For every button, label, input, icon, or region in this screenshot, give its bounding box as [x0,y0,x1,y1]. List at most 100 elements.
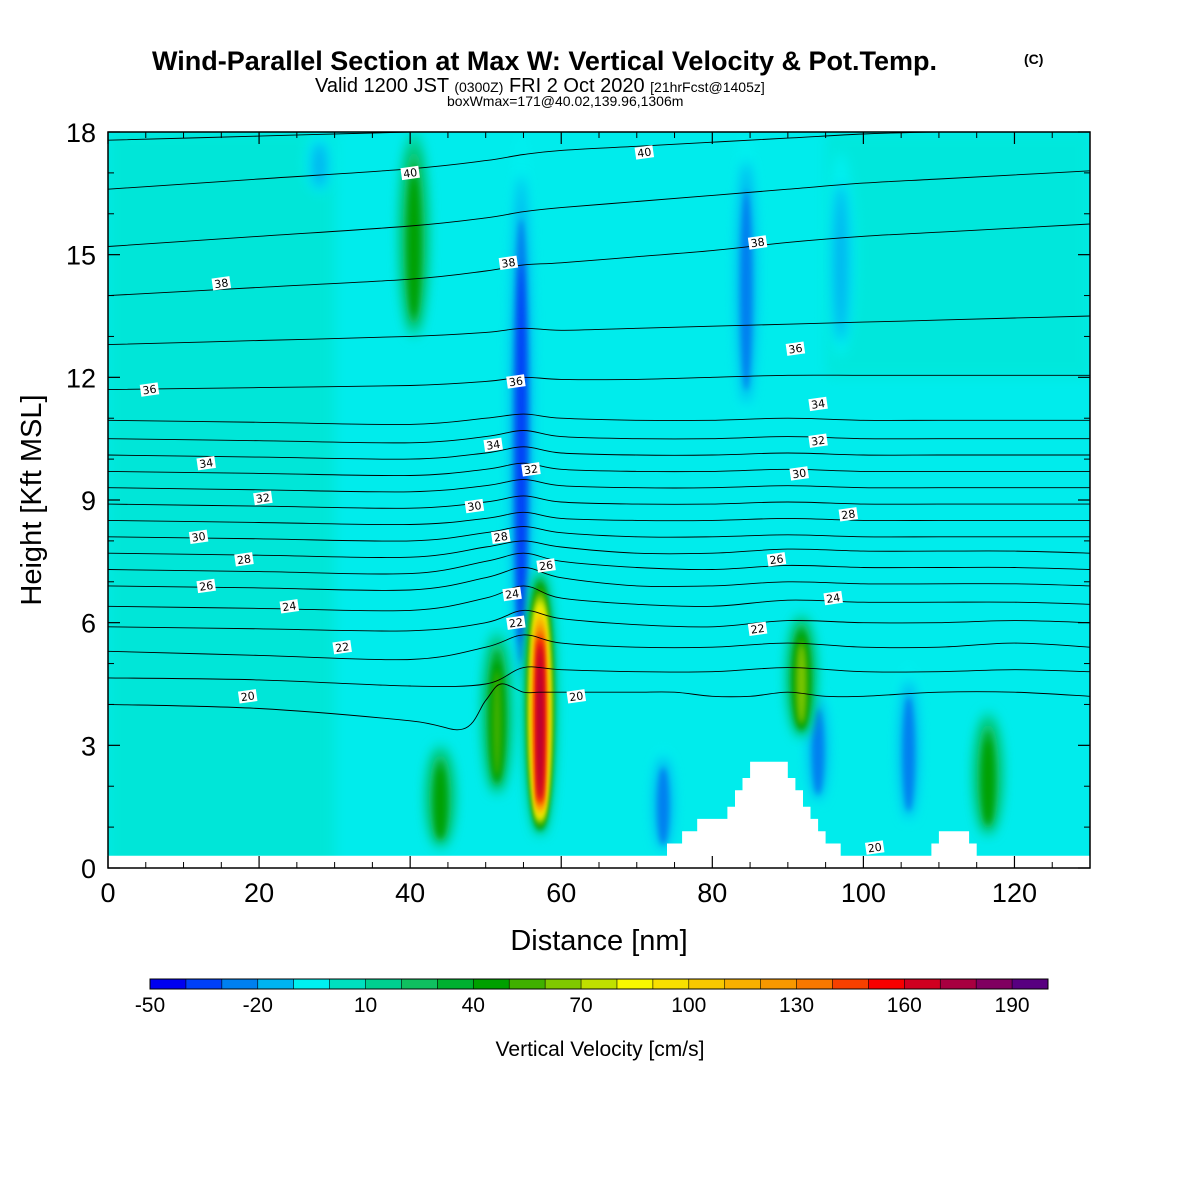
isentrope-label-box [785,341,806,356]
isentrope-38 [108,223,1090,297]
isentrope-label: 32 [253,490,273,506]
downdraft-contour [812,708,824,795]
isentrope-label-text: 38 [750,235,766,250]
isentrope-label: 30 [464,498,485,514]
isentrope-label-box [332,640,352,655]
isentrope-label-box [747,235,768,250]
isentrope-label: 40 [400,165,420,181]
x-axis-label: Distance [nm] [510,925,687,957]
subtitle-date: FRI 2 Oct 2020 [509,75,645,97]
updraft-plume [425,745,455,848]
isentrope-label-box [196,456,216,471]
colorbar-swatch [473,979,510,989]
isentrope-label-text: 32 [255,491,271,506]
isentrope-label-text: 28 [236,552,252,567]
downdraft-contour [516,262,526,643]
updraft-contour [983,740,993,822]
colorbar-swatch [509,979,546,989]
isentrope-label-text: 36 [508,374,524,389]
terrain-mask [108,761,1090,868]
isentrope-label-text: 38 [214,276,230,291]
plot-area: 40 40 38 38 38 36 36 36 34 34 34 32 32 32 30 30 30 28 28 28… [108,132,1090,868]
x-tick-label: 40 [395,878,425,908]
isentrope-label: 34 [196,456,216,471]
isentrope-label: 26 [196,578,216,594]
copyright-mark: (C) [1024,51,1043,67]
isentrope-label-box [808,433,828,448]
isentrope-label: 28 [491,529,511,545]
isentrope-label-text: 20 [240,689,256,704]
updraft-contour [435,768,446,837]
colorbar-swatch [796,979,833,989]
downdraft-plume [731,132,761,419]
isentrope-label: 20 [237,689,258,704]
isentrope-27 [108,540,1090,559]
y-tick-label: 15 [66,241,96,271]
isentrope-label-text: 30 [467,499,483,514]
isentrope-label-box [823,590,843,606]
isentrope-35 [108,413,1090,425]
isentrope-label: 36 [785,341,806,357]
isentrope-label-box [279,599,300,614]
subtitle: Valid 1200 JST (0300Z) FRI 2 Oct 2020 [2… [315,75,765,97]
weak-updraft-region [825,132,1090,378]
isentrope-label-text: 24 [825,591,841,606]
updraft-plume [399,132,429,337]
isentrope-label-box [464,498,485,514]
isentrope-25 [108,567,1090,591]
isentrope-label-box [139,382,160,397]
isentrope-label: 34 [808,396,828,412]
isentrope-label-text: 30 [791,466,807,481]
downdraft-plume [894,663,924,828]
isentrope-28 [108,526,1090,542]
colorbar-tick-label: 130 [779,994,814,1017]
isentrope-label: 24 [279,599,300,614]
isentrope-lines [108,132,1090,731]
downdraft-contour [832,183,849,343]
downdraft-contour [311,141,328,189]
x-tick-label: 20 [244,878,274,908]
isentrope-label-text: 38 [501,256,517,271]
isentrope-33 [108,446,1090,460]
downdraft-plume [826,152,856,357]
isentrope-label-text: 24 [282,599,298,614]
isentrope-20 [108,683,1090,731]
colorbar-tick-label: -50 [135,994,165,1017]
isentrope-label-box [566,689,587,704]
isentrope-label: 26 [536,558,556,573]
colorbar-swatch [832,979,869,989]
isentrope-32 [108,462,1090,477]
isentrope-39 [108,170,1090,247]
isentrope-label: 30 [188,529,209,545]
isentrope-label: 28 [838,507,859,522]
isentrope-label-box [789,466,809,481]
isentrope-24 [108,585,1090,612]
isentrope-label: 24 [823,590,843,606]
x-tick-label: 60 [546,878,576,908]
y-tick-label: 6 [81,609,96,639]
isentrope-label-box [838,507,859,522]
isentrope-label: 38 [498,255,519,271]
isentrope-label-text: 20 [569,689,585,704]
isentrope-label-box [211,276,232,291]
isentrope-label-text: 34 [810,397,826,412]
isentrope-label-box [491,529,511,544]
x-tick-label: 120 [992,878,1037,908]
colorbar-tick-label: 70 [569,994,592,1017]
colorbar-tick-label: 10 [354,994,377,1017]
y-axis-label: Height [Kft MSL] [16,394,48,605]
isentrope-22 [108,634,1090,661]
colorbar-swatch [616,979,654,989]
isentrope-label: 38 [211,276,232,291]
vertical-velocity-field [108,132,1090,868]
isentrope-label-text: 24 [504,587,520,602]
isentrope-31 [108,479,1090,493]
downdraft-contour [902,696,915,812]
updraft-contour [797,645,806,723]
colorbar-swatch [401,979,438,989]
isentrope-label-text: 26 [769,552,785,567]
colorbar-tick-label: 100 [671,994,706,1017]
isentrope-26 [108,552,1090,575]
isentrope-label-box [634,145,655,160]
